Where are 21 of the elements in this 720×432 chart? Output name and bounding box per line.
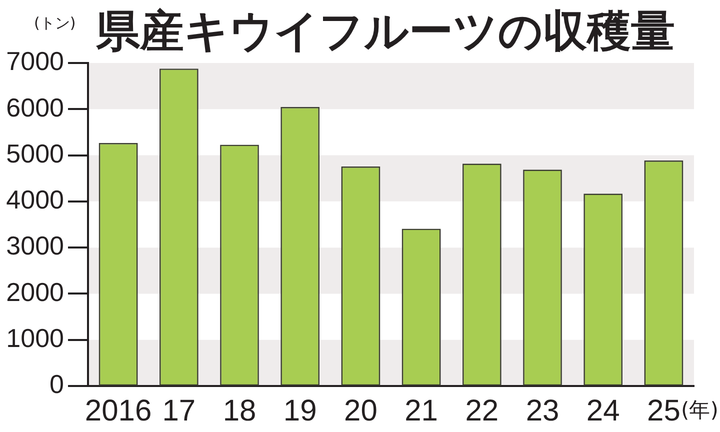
y-axis-title: (トン) xyxy=(34,14,76,32)
y-tick-label: 5000 xyxy=(6,138,64,168)
y-tick-label: 7000 xyxy=(6,46,64,76)
y-tick-label: 6000 xyxy=(6,92,64,122)
y-tick-label: 1000 xyxy=(6,323,64,354)
y-tick-label: 3000 xyxy=(6,230,64,261)
y-tick-label: 4000 xyxy=(6,184,64,215)
x-tick-label: 23 xyxy=(526,394,560,428)
x-tick-label: 17 xyxy=(162,394,196,428)
x-tick-label: 20 xyxy=(344,394,378,428)
x-tick-label: 24 xyxy=(586,394,620,428)
x-tick-label: 18 xyxy=(222,394,256,428)
x-axis-title: (年) xyxy=(681,397,718,423)
x-tick-label: 21 xyxy=(404,394,438,428)
y-tick-label: 0 xyxy=(50,369,64,400)
x-tick-label: 2016 xyxy=(84,394,152,428)
x-tick-label: 22 xyxy=(465,394,499,428)
x-tick-label: 25 xyxy=(647,394,680,428)
y-tick-label: 2000 xyxy=(6,276,64,307)
x-tick-label: 19 xyxy=(283,394,317,428)
chart-title: 県産キウイフルーツの収穫量 xyxy=(96,6,675,58)
